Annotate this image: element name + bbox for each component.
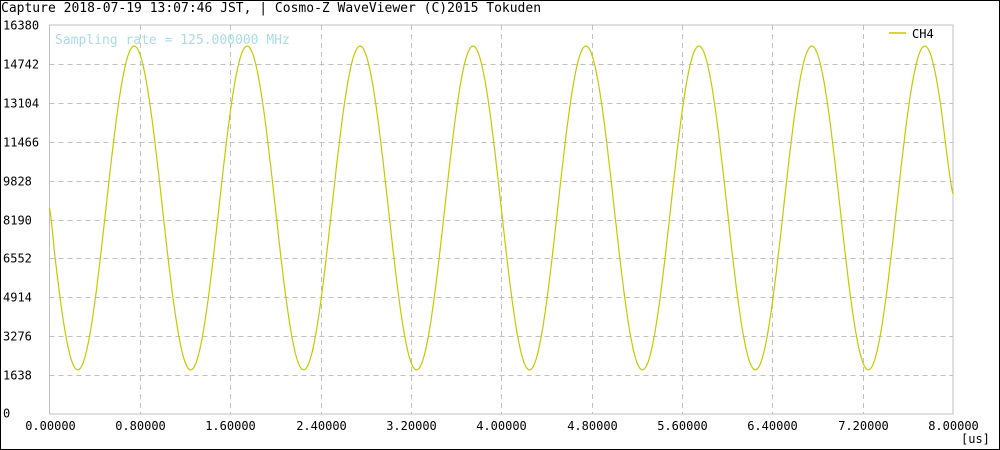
y-tick-label: 8190 xyxy=(3,214,32,228)
x-tick-label: 3.20000 xyxy=(386,419,437,433)
y-tick-label: 11466 xyxy=(3,136,39,150)
window-title: Capture 2018-07-19 13:07:46 JST, | Cosmo… xyxy=(1,1,542,16)
x-unit-label: [us] xyxy=(961,432,990,446)
legend-label-ch4: CH4 xyxy=(912,27,934,41)
legend: CH4 xyxy=(889,27,934,41)
x-tick-label: 0.80000 xyxy=(115,419,166,433)
y-tick-label: 13104 xyxy=(3,97,39,111)
y-tick-label: 0 xyxy=(3,407,10,421)
x-tick-label: 4.00000 xyxy=(476,419,527,433)
y-tick-label: 6552 xyxy=(3,252,32,266)
x-tick-label: 2.40000 xyxy=(296,419,347,433)
x-tick-label: 1.60000 xyxy=(205,419,256,433)
x-tick-label: 5.60000 xyxy=(657,419,708,433)
y-tick-label: 4914 xyxy=(3,291,32,305)
grid xyxy=(49,25,953,414)
y-tick-label: 1638 xyxy=(3,369,32,383)
y-tick-labels: 0 1638 3276 4914 6552 8190 9828 11466 13104 14742… xyxy=(3,19,39,421)
y-tick-label: 16380 xyxy=(3,19,39,33)
sampling-rate-annotation: Sampling rate = 125.000000 MHz xyxy=(55,33,290,48)
x-tick-label: 6.40000 xyxy=(747,419,798,433)
x-tick-labels: 0.00000 0.80000 1.60000 2.40000 3.20000 4.000… xyxy=(25,419,979,433)
plot-frame xyxy=(49,24,954,415)
y-tick-label: 14742 xyxy=(3,58,39,72)
series-line-ch4 xyxy=(48,45,954,371)
x-tick-label: 0.00000 xyxy=(25,419,76,433)
y-tick-label: 9828 xyxy=(3,175,32,189)
x-tick-label: 7.20000 xyxy=(838,419,889,433)
y-tick-label: 3276 xyxy=(3,330,32,344)
x-tick-label: 8.00000 xyxy=(928,419,979,433)
x-tick-label: 4.80000 xyxy=(567,419,618,433)
